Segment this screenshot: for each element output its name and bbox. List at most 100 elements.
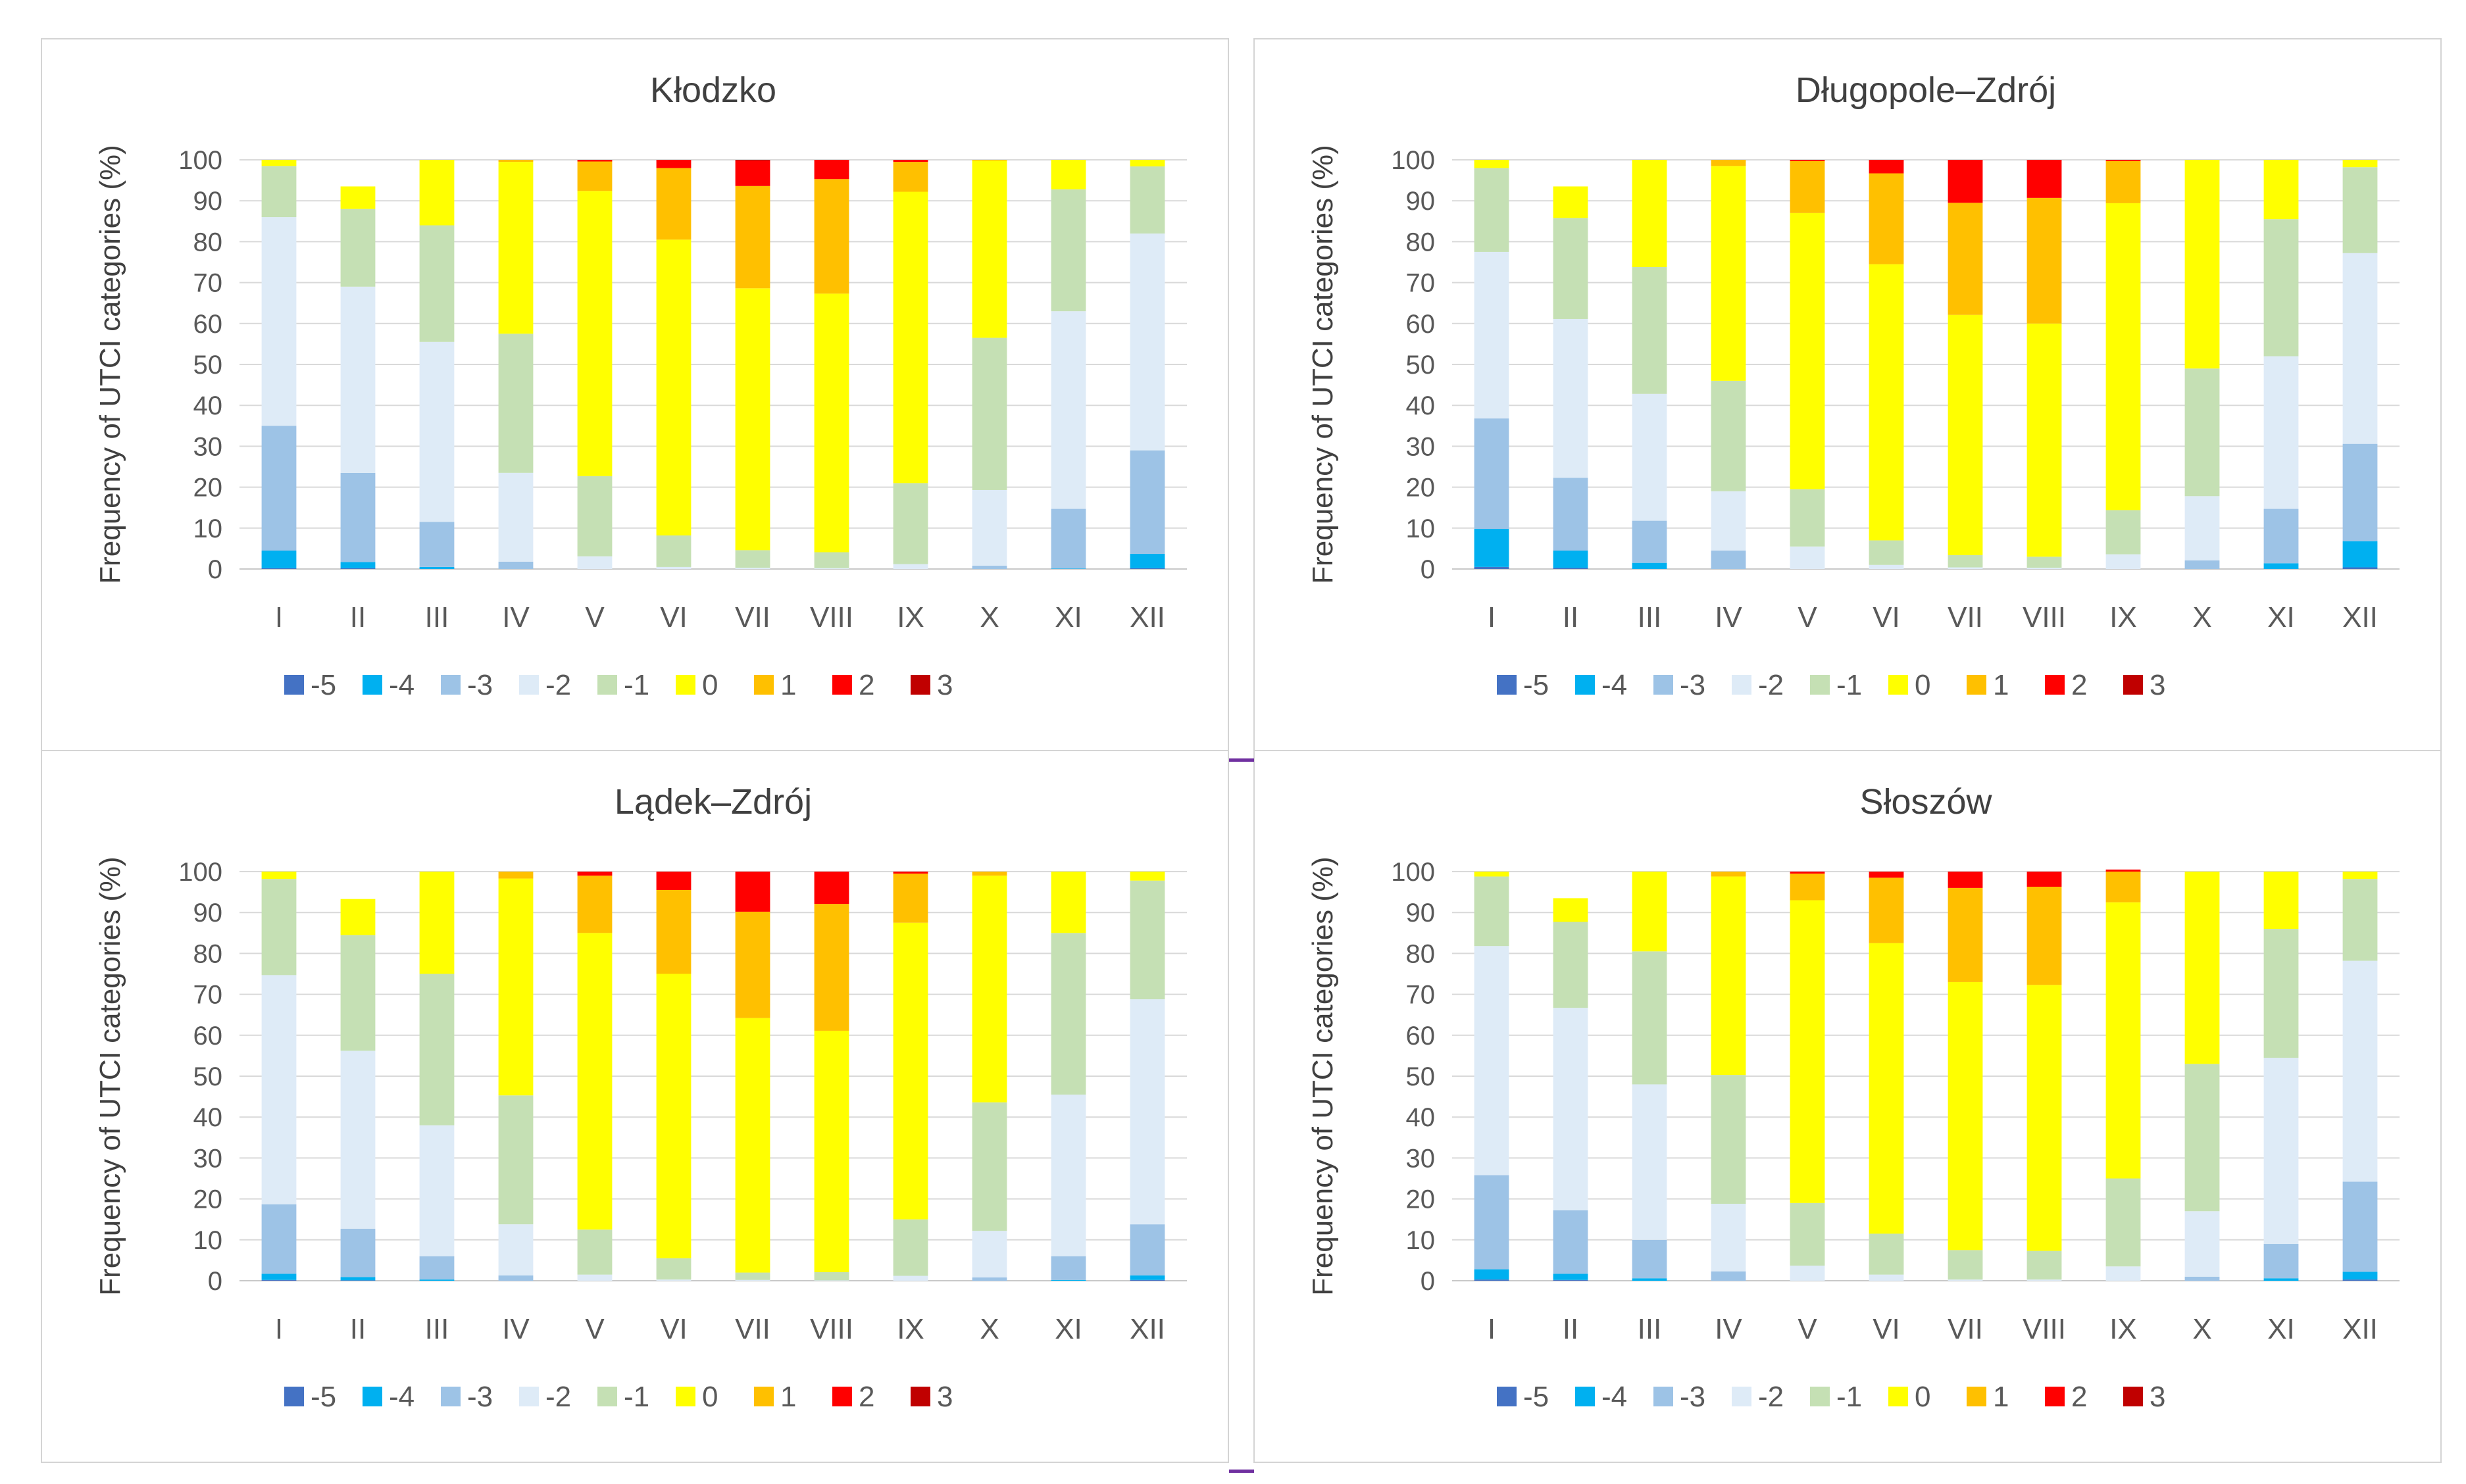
bar-segment: [1130, 1275, 1165, 1280]
y-tick-label: 20: [1406, 1185, 1436, 1214]
bar-segment: [340, 1051, 376, 1229]
bar-segment: [1948, 1279, 1983, 1281]
x-tick-label: IV: [1715, 1313, 1742, 1345]
bar-segment: [261, 975, 297, 1204]
bar-segment: [2342, 160, 2378, 168]
bar-segment: [2263, 929, 2299, 1058]
legend-label: 2: [859, 669, 874, 701]
bar-segment: [2105, 1178, 2141, 1267]
legend-swatch: [1810, 1387, 1830, 1406]
bar-segment: [1474, 168, 1509, 252]
x-tick-label: IX: [897, 601, 924, 633]
y-tick-label: 100: [178, 146, 222, 175]
bar-segment: [2105, 160, 2141, 161]
bar-segment: [498, 1275, 534, 1281]
bar-segment: [2263, 508, 2299, 564]
legend-swatch: [676, 675, 695, 695]
bar-segment: [577, 933, 613, 1230]
bar-segment: [419, 160, 455, 226]
x-tick-label: I: [275, 601, 283, 633]
bar-segment: [735, 161, 770, 186]
x-tick-label: III: [425, 601, 449, 633]
bar-segment: [2342, 567, 2378, 569]
bar-segment: [2105, 554, 2141, 569]
x-tick-label: VII: [735, 601, 770, 633]
bar-segment: [419, 872, 455, 974]
bar-segment: [1474, 566, 1509, 569]
x-tick-label: IX: [2109, 1313, 2137, 1345]
bar-segment: [2342, 443, 2378, 541]
bar-segment: [1553, 1008, 1588, 1211]
x-tick-label: VI: [1873, 601, 1900, 633]
x-tick-label: XI: [1055, 601, 1082, 633]
bar-segment: [2105, 161, 2141, 203]
x-tick-label: IV: [502, 1313, 530, 1345]
bar-segment: [1790, 161, 1825, 213]
legend-label: -5: [1523, 1381, 1549, 1413]
legend-swatch: [2123, 1387, 2143, 1406]
chart-title: Słoszów: [1859, 782, 1992, 822]
bar-segment: [814, 160, 849, 180]
bar-segment: [1553, 568, 1588, 569]
bar-segment: [656, 535, 692, 567]
bar-segment: [2184, 872, 2220, 1064]
x-tick-label: II: [350, 601, 366, 633]
bar-segment: [419, 1256, 455, 1280]
bar-segment: [1948, 872, 1983, 888]
y-tick-label: 70: [193, 269, 223, 298]
x-tick-label: V: [585, 601, 605, 633]
bar-segment: [1474, 876, 1509, 947]
y-tick-label: 30: [1406, 1144, 1436, 1173]
y-tick-label: 60: [1406, 310, 1436, 339]
bar-segment: [893, 162, 928, 192]
bar-segment: [2105, 869, 2141, 872]
bar-segment: [1790, 1202, 1825, 1266]
x-tick-label: VII: [735, 1313, 770, 1345]
y-tick-label: 40: [1406, 1103, 1436, 1132]
bar-segment: [419, 1279, 455, 1281]
chart-panel-ladek-zdroj: Lądek–Zdrój Frequency of UTCI categories …: [41, 750, 1229, 1463]
bar-segment: [2342, 541, 2378, 568]
legend-label: 2: [859, 1381, 874, 1413]
x-tick-label: X: [2192, 601, 2211, 633]
bar-segment: [1130, 233, 1165, 451]
y-tick-label: 30: [1406, 432, 1436, 461]
y-tick-label: 30: [193, 1144, 223, 1173]
bar-segment: [972, 1277, 1007, 1281]
y-tick-label: 100: [1391, 146, 1435, 175]
bar-segment: [972, 489, 1007, 566]
bar-segment: [2026, 1279, 2062, 1281]
legend-swatch: [754, 1387, 774, 1406]
bar-segment: [1790, 900, 1825, 1203]
bar-segment: [2263, 1278, 2299, 1281]
x-tick-label: XII: [2342, 601, 2378, 633]
legend-swatch: [754, 675, 774, 695]
bar-segment: [814, 179, 849, 294]
bar-segment: [498, 160, 534, 162]
chart-panel-sloszow: Słoszów Frequency of UTCI categories (%) 0…: [1253, 750, 2442, 1463]
legend-label: -2: [1758, 669, 1784, 701]
bar-segment: [498, 878, 534, 1096]
bar-segment: [261, 1274, 297, 1280]
bar-segment: [1632, 1084, 1667, 1240]
legend-swatch: [363, 675, 382, 695]
bar-segment: [1711, 380, 1746, 491]
legend-swatch: [1888, 675, 1908, 695]
x-tick-label: VIII: [2023, 1313, 2066, 1345]
y-tick-label: 10: [193, 514, 223, 543]
bar-segment: [1869, 1233, 1904, 1275]
x-tick-label: XI: [1055, 1313, 1082, 1345]
bar-segment: [1553, 186, 1588, 218]
bar-segment: [1553, 1210, 1588, 1274]
bar-segment: [1790, 546, 1825, 569]
y-tick-label: 50: [193, 1062, 223, 1091]
legend-label: -5: [311, 1381, 336, 1413]
bar-segment: [2184, 560, 2220, 569]
bar-segment: [2026, 872, 2062, 887]
bar-segment: [1632, 562, 1667, 569]
bar-segment: [2263, 356, 2299, 509]
x-tick-label: VI: [1873, 1313, 1900, 1345]
bar-segment: [340, 209, 376, 287]
bar-segment: [1474, 529, 1509, 567]
y-tick-label: 60: [1406, 1022, 1436, 1051]
